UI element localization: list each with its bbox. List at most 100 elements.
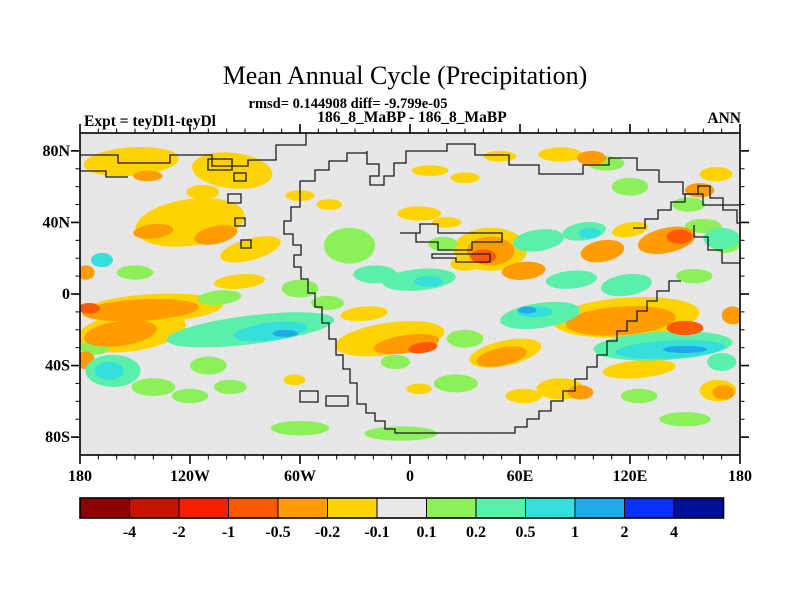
anomaly-region [311, 295, 344, 311]
anomaly-region [476, 346, 527, 367]
anomaly-region [323, 227, 376, 264]
anomaly-region [578, 227, 601, 239]
anomaly-region [666, 320, 704, 336]
season-label: ANN [707, 110, 741, 127]
colorbar-segment [574, 497, 625, 519]
map-content [80, 133, 740, 441]
anomaly-region [80, 302, 101, 314]
x-axis-label: 60E [507, 468, 534, 485]
anomaly-region [408, 341, 438, 354]
anomaly-region [131, 378, 176, 396]
coastline [300, 152, 367, 182]
anomaly-region [406, 383, 432, 395]
colorbar-segment [475, 497, 526, 519]
anomaly-region [133, 223, 174, 239]
anomaly-region [663, 345, 707, 354]
coastline [80, 133, 307, 167]
anomaly-region [81, 298, 200, 322]
anomaly-region [220, 236, 281, 263]
anomaly-region [675, 268, 713, 284]
anomaly-region [545, 270, 597, 289]
anomaly-region [380, 354, 411, 370]
anomaly-region [171, 388, 209, 404]
colorbar-label: 1 [571, 524, 579, 541]
coastline [227, 193, 242, 204]
coastline [234, 217, 246, 227]
anomaly-region [80, 265, 95, 280]
colorbar-label: -0.1 [364, 524, 389, 541]
colorbar-label: -0.5 [265, 524, 290, 541]
anomaly-region [721, 306, 740, 325]
anomaly-region [397, 206, 442, 221]
anomaly-region [703, 227, 740, 250]
anomaly-region [116, 265, 154, 280]
x-axis-label: 120W [170, 468, 210, 485]
x-axis-label: 60W [284, 468, 316, 485]
colorbar-segment [228, 497, 279, 519]
colorbar-label: -1 [222, 524, 235, 541]
anomaly-region [432, 217, 462, 228]
colorbar-segment [624, 497, 675, 519]
coastline [325, 395, 349, 407]
coastline [366, 143, 740, 206]
anomaly-region [411, 165, 449, 176]
stats-line: rmsd= 0.144908 diff= -9.799e-05 [249, 96, 448, 112]
colorbar-label: -2 [172, 524, 185, 541]
anomaly-region [446, 329, 484, 348]
anomaly-region [576, 150, 607, 166]
anomaly-region [133, 170, 163, 182]
anomaly-region [707, 353, 737, 371]
anomaly-region [567, 385, 594, 400]
anomaly-region [538, 147, 583, 162]
anomaly-region [580, 239, 625, 263]
colorbar: -4 -2 -1 -0.5 -0.2 -0.1 0.1 0.2 0.5 1 2 4 [79, 497, 725, 541]
coastline [283, 181, 681, 434]
coastline [80, 170, 128, 178]
anomaly-region [518, 306, 537, 314]
anomaly-region [565, 306, 676, 336]
colorbar-segment [79, 497, 130, 519]
colorbar-segment [129, 497, 180, 519]
anomaly-region [316, 199, 343, 210]
experiment-label: Expt = teyDl1-teyDl [84, 113, 217, 130]
anomaly-region [91, 252, 113, 268]
anomaly-region [620, 388, 658, 404]
y-axis-label: 80S [45, 429, 70, 446]
anomaly-region [602, 359, 676, 379]
anomaly-region [213, 379, 247, 395]
anomaly-region [699, 166, 733, 182]
anomaly-region [512, 229, 564, 252]
anomaly-region [213, 274, 266, 289]
anomaly-region [83, 319, 157, 347]
coastline [240, 239, 252, 249]
anomaly-region [659, 412, 711, 427]
coastline [233, 172, 247, 182]
y-axis-label: 80N [42, 143, 70, 160]
anomaly-region [450, 172, 480, 184]
anomaly-region [283, 374, 306, 386]
colorbar-segment [426, 497, 477, 519]
colorbar-label: 4 [670, 524, 678, 541]
anomaly-region [600, 273, 652, 297]
anomaly-region [611, 177, 649, 196]
x-axis-label: 0 [406, 468, 414, 485]
anomaly-region [712, 385, 735, 400]
map: 180 120W 60W 0 60E 120E 180 80N 40N 0 40S 80S [42, 124, 752, 485]
coastline [299, 390, 319, 403]
colorbar-segment [178, 497, 229, 519]
x-axis-label: 120E [613, 468, 648, 485]
colorbar-label: -0.2 [315, 524, 340, 541]
anomaly-region [194, 225, 238, 245]
y-axis-label: 40N [42, 214, 70, 231]
anomaly-region [270, 421, 330, 436]
colorbar-label: 0.2 [466, 524, 486, 541]
coastline [431, 253, 491, 263]
x-axis-label: 180 [728, 468, 752, 485]
coastline [693, 225, 740, 264]
anomaly-region [83, 146, 179, 177]
anomaly-region [281, 279, 319, 298]
anomaly-region [197, 290, 242, 305]
colorbar-label: -4 [123, 524, 136, 541]
